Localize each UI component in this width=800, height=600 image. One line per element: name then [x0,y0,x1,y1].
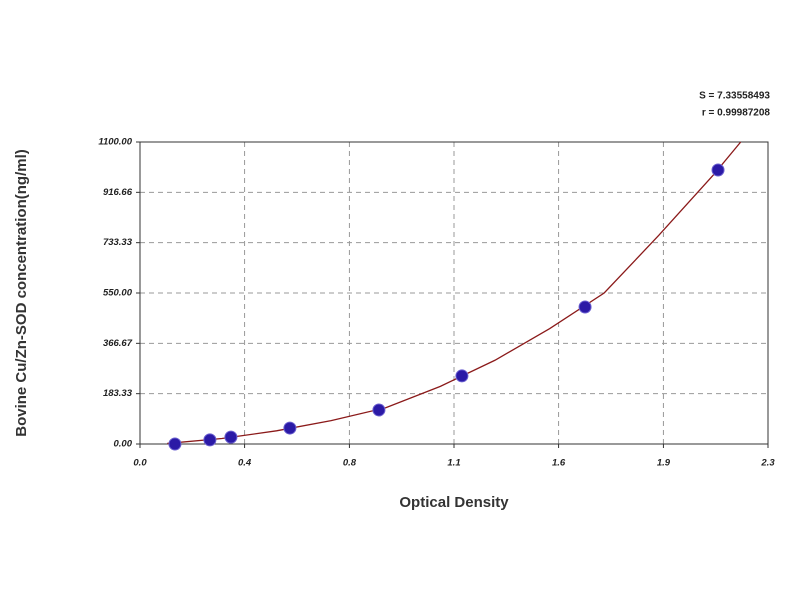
x-tick-label: 1.9 [657,458,671,469]
x-axis-title: Optical Density [399,494,509,511]
plot-border [139,141,769,445]
y-axis-title: Bovine Cu/Zn-SOD concentration(ng/ml) [13,149,30,437]
y-tick-label: 733.33 [103,237,133,248]
data-point [455,369,469,383]
y-tick-label: 1100.00 [98,137,132,148]
annotation: S = 7.33558493 [699,91,770,102]
y-tick-label: 916.66 [103,187,133,198]
data-point [372,403,386,417]
x-tick-label: 0.0 [133,458,147,469]
x-tick-label: 1.6 [552,458,566,469]
annotation: r = 0.99987208 [702,108,771,119]
data-point [711,163,725,177]
data-point [224,430,238,444]
y-tick-label: 550.00 [103,288,133,299]
data-point [578,300,592,314]
y-tick-label: 183.33 [103,388,133,399]
data-point [283,421,297,435]
x-tick-label: 1.1 [447,458,460,469]
data-point [203,433,217,447]
x-tick-label: 0.8 [343,458,357,469]
y-tick-label: 366.67 [103,338,133,349]
data-point [168,437,182,451]
x-tick-label: 0.4 [238,458,252,469]
x-tick-label: 2.3 [760,458,775,469]
y-tick-label: 0.00 [114,439,133,450]
